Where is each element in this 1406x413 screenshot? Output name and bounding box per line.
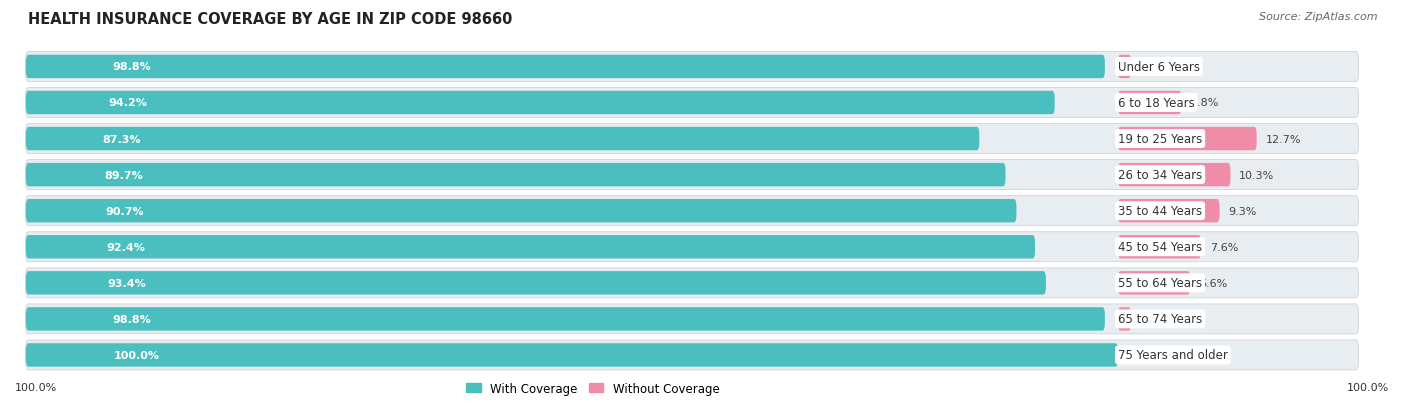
Text: 98.8%: 98.8% [112,314,150,324]
FancyBboxPatch shape [25,128,980,151]
FancyBboxPatch shape [25,52,1358,82]
Text: 6 to 18 Years: 6 to 18 Years [1118,97,1195,110]
Text: 100.0%: 100.0% [15,382,58,392]
Text: 1.2%: 1.2% [1140,62,1168,72]
FancyBboxPatch shape [1118,56,1130,79]
Text: 10.3%: 10.3% [1239,170,1274,180]
FancyBboxPatch shape [25,304,1358,334]
FancyBboxPatch shape [25,340,1358,370]
FancyBboxPatch shape [1118,92,1181,115]
Text: Under 6 Years: Under 6 Years [1118,61,1199,74]
Text: 90.7%: 90.7% [105,206,143,216]
FancyBboxPatch shape [1118,128,1257,151]
Text: 9.3%: 9.3% [1229,206,1257,216]
FancyBboxPatch shape [25,164,1005,187]
FancyBboxPatch shape [25,343,1118,367]
Text: 45 to 54 Years: 45 to 54 Years [1118,241,1202,254]
Legend: With Coverage, Without Coverage: With Coverage, Without Coverage [461,377,724,399]
FancyBboxPatch shape [25,271,1046,295]
Text: 1.2%: 1.2% [1140,314,1168,324]
FancyBboxPatch shape [25,88,1358,118]
Text: 100.0%: 100.0% [1347,382,1389,392]
Text: HEALTH INSURANCE COVERAGE BY AGE IN ZIP CODE 98660: HEALTH INSURANCE COVERAGE BY AGE IN ZIP … [28,12,513,27]
FancyBboxPatch shape [25,235,1035,259]
FancyBboxPatch shape [25,56,1105,79]
Text: 65 to 74 Years: 65 to 74 Years [1118,313,1202,325]
Text: 35 to 44 Years: 35 to 44 Years [1118,205,1202,218]
FancyBboxPatch shape [25,268,1358,298]
Text: 12.7%: 12.7% [1265,134,1301,144]
Text: 7.6%: 7.6% [1209,242,1239,252]
Text: 6.6%: 6.6% [1199,278,1227,288]
Text: 89.7%: 89.7% [104,170,143,180]
FancyBboxPatch shape [1118,307,1130,331]
FancyBboxPatch shape [25,92,1054,115]
FancyBboxPatch shape [25,124,1358,154]
Text: Source: ZipAtlas.com: Source: ZipAtlas.com [1260,12,1378,22]
Text: 5.8%: 5.8% [1189,98,1219,108]
Text: 55 to 64 Years: 55 to 64 Years [1118,277,1202,290]
Text: 92.4%: 92.4% [107,242,145,252]
Text: 26 to 34 Years: 26 to 34 Years [1118,169,1202,182]
FancyBboxPatch shape [1118,235,1201,259]
FancyBboxPatch shape [1118,271,1189,295]
Text: 100.0%: 100.0% [114,350,159,360]
Text: 19 to 25 Years: 19 to 25 Years [1118,133,1202,146]
Text: 98.8%: 98.8% [112,62,150,72]
Text: 94.2%: 94.2% [108,98,148,108]
FancyBboxPatch shape [25,160,1358,190]
Text: 87.3%: 87.3% [103,134,141,144]
FancyBboxPatch shape [1118,164,1230,187]
FancyBboxPatch shape [25,199,1017,223]
FancyBboxPatch shape [25,307,1105,331]
FancyBboxPatch shape [1118,199,1219,223]
Text: 75 Years and older: 75 Years and older [1118,349,1227,362]
FancyBboxPatch shape [25,232,1358,262]
FancyBboxPatch shape [25,196,1358,226]
Text: 0.0%: 0.0% [1126,350,1154,360]
Text: 93.4%: 93.4% [107,278,146,288]
